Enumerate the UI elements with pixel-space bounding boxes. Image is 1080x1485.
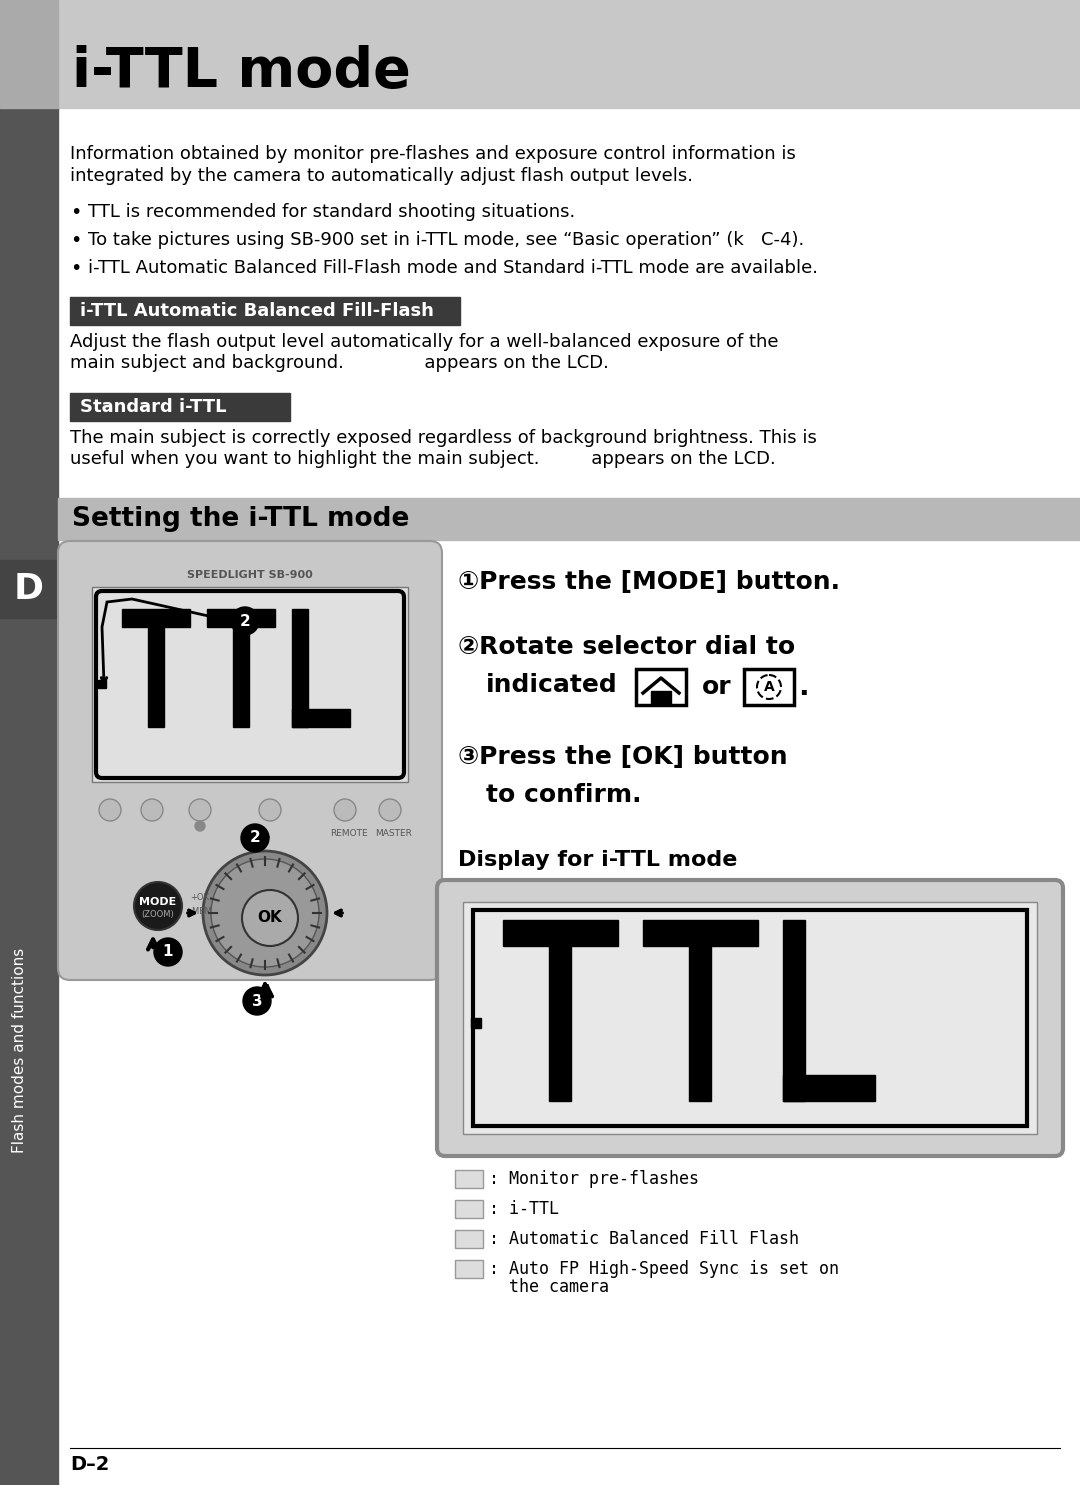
Text: REMOTE: REMOTE	[330, 829, 367, 838]
Text: ①Press the [MODE] button.: ①Press the [MODE] button.	[458, 570, 840, 594]
Bar	[0, 560, 58, 618]
Text: : Auto FP High-Speed Sync is set on: : Auto FP High-Speed Sync is set on	[489, 1259, 839, 1279]
Text: Standard i-TTL: Standard i-TTL	[80, 398, 227, 416]
Circle shape	[99, 799, 121, 821]
Text: D: D	[14, 572, 44, 606]
Text: MODE: MODE	[139, 897, 177, 907]
Circle shape	[154, 939, 183, 967]
Bar	[744, 670, 794, 705]
Text: to confirm.: to confirm.	[486, 783, 642, 806]
Text: A: A	[764, 680, 774, 693]
Bar	[207, 609, 275, 627]
Text: SPEEDLIGHT SB-900: SPEEDLIGHT SB-900	[187, 570, 313, 581]
Text: indicated: indicated	[486, 673, 618, 696]
Circle shape	[211, 858, 319, 967]
Circle shape	[195, 821, 205, 832]
Bar	[292, 708, 350, 728]
Bar	[122, 609, 190, 627]
Text: Adjust the flash output level automatically for a well-balanced exposure of the: Adjust the flash output level automatica…	[70, 333, 779, 350]
FancyBboxPatch shape	[437, 881, 1063, 1155]
Text: •: •	[70, 203, 81, 221]
Circle shape	[203, 851, 327, 976]
Text: : i-TTL: : i-TTL	[489, 1200, 559, 1218]
Text: : Monitor pre-flashes: : Monitor pre-flashes	[489, 1170, 699, 1188]
Circle shape	[141, 799, 163, 821]
Text: ③Press the [OK] button: ③Press the [OK] button	[458, 745, 787, 769]
Text: 2: 2	[249, 830, 260, 845]
Text: Flash modes and functions: Flash modes and functions	[13, 947, 27, 1152]
Bar	[455, 1170, 483, 1188]
Text: integrated by the camera to automatically adjust flash output levels.: integrated by the camera to automaticall…	[70, 166, 693, 186]
Circle shape	[259, 799, 281, 821]
Bar	[98, 680, 106, 688]
Text: -MEM: -MEM	[190, 906, 213, 915]
Text: useful when you want to highlight the main subject.         appears on the LCD.: useful when you want to highlight the ma…	[70, 450, 775, 468]
Circle shape	[241, 824, 269, 852]
Circle shape	[231, 607, 259, 636]
Bar	[473, 910, 1027, 1126]
Text: 2: 2	[240, 613, 251, 628]
Text: OK: OK	[258, 910, 282, 925]
Text: or: or	[702, 676, 731, 699]
Text: Information obtained by monitor pre-flashes and exposure control information is: Information obtained by monitor pre-flas…	[70, 146, 796, 163]
Text: ②Rotate selector dial to: ②Rotate selector dial to	[458, 636, 795, 659]
Text: i-TTL Automatic Balanced Fill-Flash mode and Standard i-TTL mode are available.: i-TTL Automatic Balanced Fill-Flash mode…	[87, 258, 818, 278]
Text: TTL is recommended for standard shooting situations.: TTL is recommended for standard shooting…	[87, 203, 576, 221]
Bar	[455, 1200, 483, 1218]
Bar	[0, 0, 1080, 108]
Circle shape	[134, 882, 183, 930]
Text: Setting the i-TTL mode: Setting the i-TTL mode	[72, 506, 409, 532]
Circle shape	[243, 988, 271, 1016]
Text: 1: 1	[163, 944, 173, 959]
Bar	[463, 901, 1037, 1135]
Circle shape	[242, 890, 298, 946]
Text: The main subject is correctly exposed regardless of background brightness. This : The main subject is correctly exposed re…	[70, 429, 816, 447]
Bar	[70, 394, 291, 422]
Text: 3: 3	[252, 993, 262, 1008]
Text: (ZOOM): (ZOOM)	[141, 910, 174, 919]
Bar	[471, 1019, 481, 1028]
Text: the camera: the camera	[489, 1279, 609, 1296]
Text: MASTER: MASTER	[375, 829, 411, 838]
Circle shape	[379, 799, 401, 821]
Text: .: .	[798, 673, 809, 701]
Bar	[233, 627, 249, 728]
Circle shape	[334, 799, 356, 821]
Bar	[643, 921, 758, 946]
Text: D–2: D–2	[70, 1455, 109, 1475]
Circle shape	[189, 799, 211, 821]
Text: Display for i-TTL mode: Display for i-TTL mode	[458, 849, 738, 870]
Text: i-TTL Automatic Balanced Fill-Flash: i-TTL Automatic Balanced Fill-Flash	[80, 301, 434, 319]
Text: •: •	[70, 232, 81, 249]
Bar	[651, 691, 671, 704]
Bar	[455, 1230, 483, 1247]
Bar	[58, 497, 1080, 541]
Text: +OK: +OK	[190, 894, 210, 903]
Bar	[636, 670, 686, 705]
Bar	[92, 587, 408, 783]
Bar	[455, 1259, 483, 1279]
Bar	[503, 921, 618, 946]
Text: : Automatic Balanced Fill Flash: : Automatic Balanced Fill Flash	[489, 1230, 799, 1247]
Bar	[70, 297, 460, 325]
FancyBboxPatch shape	[58, 541, 442, 980]
Bar	[0, 108, 58, 1485]
Text: i-TTL mode: i-TTL mode	[72, 45, 410, 99]
Bar	[148, 627, 164, 728]
Bar	[689, 946, 711, 1100]
Text: To take pictures using SB-900 set in i-TTL mode, see “Basic operation” (k   C-4): To take pictures using SB-900 set in i-T…	[87, 232, 805, 249]
Text: main subject and background.              appears on the LCD.: main subject and background. appears on …	[70, 353, 609, 373]
Text: •: •	[70, 258, 81, 278]
Bar	[0, 0, 58, 108]
Bar	[292, 609, 308, 728]
Bar	[783, 921, 805, 1100]
Bar	[549, 946, 571, 1100]
Bar	[783, 1075, 875, 1100]
